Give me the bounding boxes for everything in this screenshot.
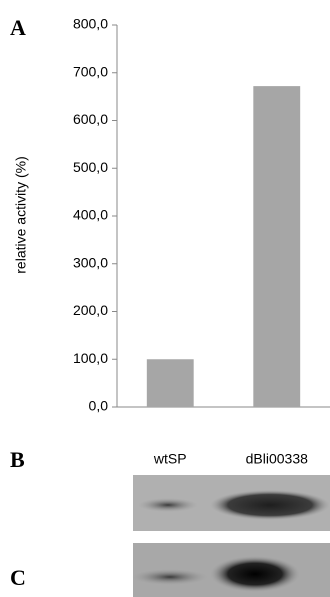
y-tick-label: 200,0 (73, 302, 108, 318)
panel-label: A (10, 15, 26, 40)
y-tick-label: 0,0 (89, 398, 109, 414)
blot-band (210, 490, 330, 520)
y-tick-label: 400,0 (73, 207, 108, 223)
category-label: dBli00338 (246, 451, 308, 467)
blot-band (138, 498, 198, 512)
panel-label: C (10, 565, 26, 590)
figure: A B C relative activity (%) 0,0 100,0 200,… (0, 0, 330, 597)
y-tick-label: 300,0 (73, 254, 108, 270)
y-tick-label: 100,0 (73, 350, 108, 366)
y-tick-label: 500,0 (73, 159, 108, 175)
y-tick-label: 800,0 (73, 16, 108, 32)
blot-band (132, 569, 208, 585)
panel-label: B (10, 447, 25, 472)
category-label: wtSP (153, 451, 187, 467)
blot-band (210, 556, 300, 592)
y-axis-label: relative activity (%) (13, 156, 29, 273)
bar (147, 359, 194, 407)
y-tick-label: 700,0 (73, 63, 108, 79)
bar (253, 86, 300, 407)
y-tick-label: 600,0 (73, 111, 108, 127)
